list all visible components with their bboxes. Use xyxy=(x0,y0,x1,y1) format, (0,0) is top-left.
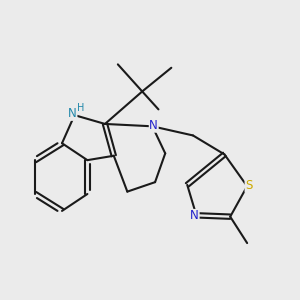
Text: H: H xyxy=(77,103,84,113)
Text: S: S xyxy=(245,179,253,192)
Text: N: N xyxy=(149,119,158,132)
Text: N: N xyxy=(68,107,77,120)
Text: N: N xyxy=(190,209,199,223)
